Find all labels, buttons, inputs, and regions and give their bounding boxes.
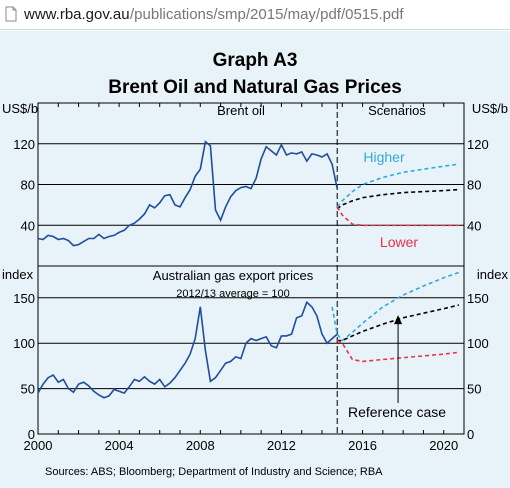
reference-arrow-head [394,315,403,325]
bottom-right-unit: index [477,267,509,282]
url-path[interactable]: /publications/smp/2015/may/pdf/0515.pdf [130,6,404,23]
top-series-history [37,140,338,247]
annotation-reference-case: Reference case [348,404,446,420]
plot-layer: 40 40 80 80 120 120 0 0 50 50 100 100 150 150 2000 2004… [13,102,489,453]
x-label-2016: 2016 [348,438,377,453]
x-label-2004: 2004 [105,438,134,453]
top-right-unit: US$/b [472,101,508,116]
bottom-left-tick-150: 150 [13,291,35,306]
scenarios-label: Scenarios [368,103,426,118]
top-series-lower [336,206,459,227]
bottom-right-tick-0: 0 [467,427,474,442]
top-left-tick-120: 120 [13,137,35,152]
label-higher: Higher [363,149,405,165]
page-icon [5,6,17,22]
bottom-right-tick-100: 100 [467,336,489,351]
bottom-left-tick-0: 0 [28,427,35,442]
bottom-series-reference [337,304,460,342]
x-label-2020: 2020 [429,438,458,453]
url-host[interactable]: www.rba.gov.au [24,6,130,23]
top-right-tick-80: 80 [467,178,481,193]
graph-title: Brent Oil and Natural Gas Prices [108,77,402,98]
graph-figure: Graph A3 Brent Oil and Natural Gas Price… [0,31,510,488]
bottom-panel-subtitle: 2012/13 average = 100 [176,288,289,300]
bottom-panel-title: Australian gas export prices [153,268,314,283]
chart-svg: Graph A3 Brent Oil and Natural Gas Price… [2,50,509,478]
bottom-left-tick-100: 100 [13,336,35,351]
address-bar[interactable]: www.rba.gov.au /publications/smp/2015/ma… [0,0,510,30]
bottom-series-higher [331,271,460,342]
x-label-2000: 2000 [24,438,53,453]
graph-heading: Graph A3 [213,50,298,71]
bottom-left-tick-50: 50 [21,382,35,397]
plot-frame [37,102,465,435]
top-panel-title: Brent oil [217,103,265,118]
top-series-higher [336,163,460,208]
top-left-tick-80: 80 [21,178,35,193]
bottom-right-tick-50: 50 [467,382,481,397]
bottom-series-history [37,300,338,399]
top-right-tick-40: 40 [467,218,481,233]
chart-source: Sources: ABS; Bloomberg; Department of I… [45,466,383,478]
top-right-tick-120: 120 [467,137,489,152]
top-series-reference [336,188,459,210]
bottom-left-unit: index [2,267,34,282]
x-label-2012: 2012 [267,438,296,453]
annotation-box [338,400,456,422]
x-label-2008: 2008 [186,438,215,453]
label-lower: Lower [380,234,418,250]
top-left-tick-40: 40 [21,218,35,233]
bottom-right-tick-150: 150 [467,291,489,306]
top-left-unit: US$/b [2,101,38,116]
